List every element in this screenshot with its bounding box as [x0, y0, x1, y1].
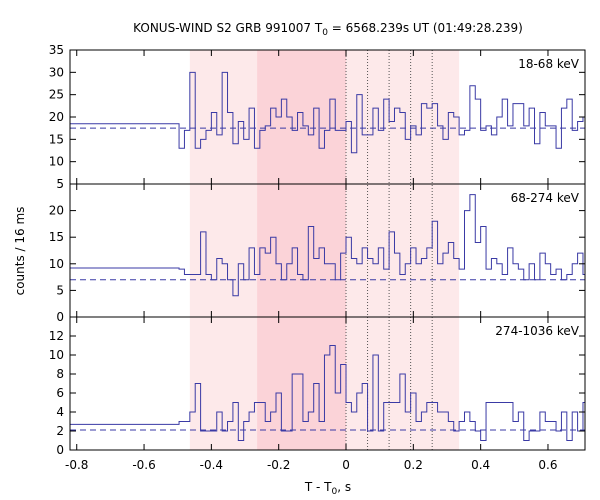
- y-tick-label: 10: [49, 155, 64, 169]
- y-tick-label: 10: [49, 348, 64, 362]
- panel-1: 5 10 15 20 25 30 35 18-68 keV: [49, 43, 586, 191]
- y-tick-label: 10: [49, 257, 64, 271]
- x-axis-label-prefix: T - T: [304, 480, 332, 494]
- y-tick-label: 0: [56, 310, 64, 324]
- chart-title-subscript: 0: [322, 28, 328, 38]
- x-axis-label: T - T0, s: [304, 480, 351, 497]
- energy-band-label: 68-274 keV: [511, 191, 580, 205]
- y-tick-label: 20: [49, 110, 64, 124]
- light-curve-series: [70, 71, 585, 154]
- x-tick-label: -0.2: [267, 458, 290, 472]
- y-tick-label: 4: [56, 405, 64, 419]
- y-tick-label: 6: [56, 386, 64, 400]
- shaded-region-2: [257, 50, 347, 450]
- y-tick-label: 0: [56, 443, 64, 457]
- y-tick-label: 2: [56, 424, 64, 438]
- x-tick-label: -0.6: [132, 458, 155, 472]
- light-curve-series: [70, 194, 585, 297]
- x-tick-label: 0.4: [471, 458, 490, 472]
- y-tick-label: 20: [49, 204, 64, 218]
- x-axis-label-subscript: 0: [332, 487, 338, 497]
- y-axis-label: counts / 16 ms: [13, 207, 27, 296]
- y-tick-label: 30: [49, 65, 64, 79]
- x-tick-label: -0.4: [200, 458, 223, 472]
- panel-frame: [69, 316, 586, 451]
- x-tick-label: 0: [342, 458, 350, 472]
- energy-band-label: 274-1036 keV: [495, 324, 579, 338]
- x-axis-label-suffix: , s: [337, 480, 351, 494]
- y-tick-label: 5: [56, 177, 64, 191]
- y-tick-label: 15: [49, 230, 64, 244]
- y-tick-label: 8: [56, 367, 64, 381]
- y-tick-label: 25: [49, 88, 64, 102]
- x-tick-label: -0.8: [65, 458, 88, 472]
- chart-title: KONUS-WIND S2 GRB 991007 T0 = 6568.239s …: [133, 21, 523, 38]
- chart-title-suffix: = 6568.239s UT (01:49:28.239): [328, 21, 523, 35]
- x-tick-label: 0.2: [404, 458, 423, 472]
- y-tick-label: 35: [49, 43, 64, 57]
- x-tick-label: 0.6: [538, 458, 557, 472]
- y-tick-label: 5: [56, 283, 64, 297]
- energy-band-label: 18-68 keV: [518, 57, 580, 71]
- y-tick-label: 12: [49, 329, 64, 343]
- panel-3: 0 2 4 6 8 10 12 274-1036 keV: [49, 316, 586, 457]
- y-tick-label: 15: [49, 132, 64, 146]
- light-curve-series: [70, 345, 585, 441]
- chart-title-prefix: KONUS-WIND S2 GRB 991007 T: [133, 21, 323, 35]
